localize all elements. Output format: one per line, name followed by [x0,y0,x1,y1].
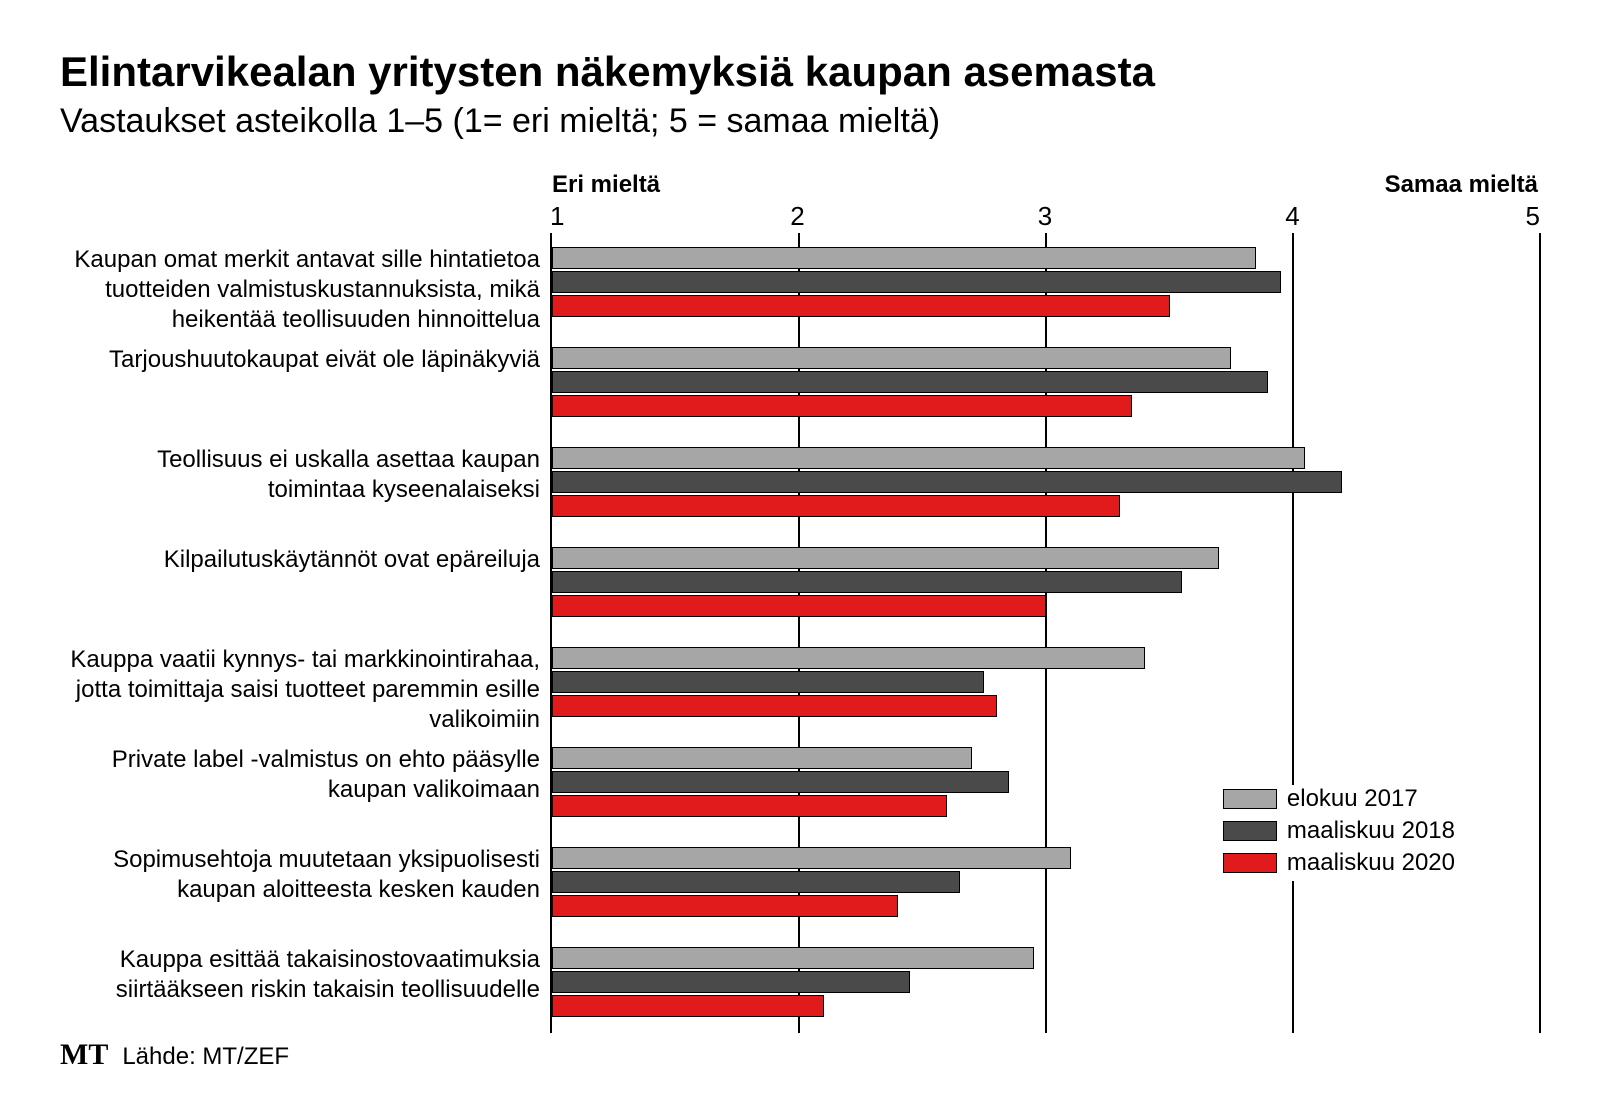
chart-subtitle: Vastaukset asteikolla 1–5 (1= eri mieltä… [60,102,1540,141]
bar [552,271,1281,293]
category-label: Tarjoushuutokaupat eivät ole läpinäkyviä [60,345,540,375]
bar [552,995,824,1017]
bar [552,471,1342,493]
category-label: Kauppa esittää takaisinostovaatimuksia s… [60,945,540,1005]
bar [552,771,1009,793]
bar [552,495,1120,517]
legend-swatch [1223,821,1277,841]
plot-column: Eri mieltä Samaa mieltä 1 2 3 4 5 elokuu 201… [550,171,1540,1035]
bar [552,447,1305,469]
bar [552,595,1046,617]
legend-item: elokuu 2017 [1223,785,1455,813]
category-label: Sopimusehtoja muutetaan yksipuolisesti k… [60,845,540,905]
gridline [1292,233,1294,1033]
bar [552,795,947,817]
plot-area: elokuu 2017 maaliskuu 2018 maaliskuu 2020 [550,233,1540,1033]
legend-item: maaliskuu 2018 [1223,817,1455,845]
axis-tick: 2 [790,201,804,232]
axis-tick: 4 [1285,201,1299,232]
legend-item: maaliskuu 2020 [1223,849,1455,877]
bar [552,547,1219,569]
bar [552,871,960,893]
axis-ticks: 1 2 3 4 5 [550,201,1540,233]
bar [552,571,1182,593]
bar [552,747,972,769]
axis-header: Eri mieltä Samaa mieltä [550,171,1540,199]
bar [552,295,1170,317]
legend: elokuu 2017 maaliskuu 2018 maaliskuu 2020 [1223,785,1455,881]
bar [552,371,1268,393]
gridline [1539,233,1541,1033]
bar [552,347,1231,369]
footer-source: Lähde: MT/ZEF [122,1043,289,1071]
chart-title: Elintarvikealan yritysten näkemyksiä kau… [60,48,1540,96]
axis-tick: 1 [550,201,564,232]
legend-swatch [1223,789,1277,809]
category-label: Kauppa vaatii kynnys- tai markkinointira… [60,645,540,735]
bar [552,947,1034,969]
axis-right-label: Samaa mieltä [1385,171,1538,199]
axis-left-label: Eri mieltä [552,171,660,199]
footer: MT Lähde: MT/ZEF [60,1038,289,1072]
footer-logo: MT [60,1038,108,1072]
legend-swatch [1223,853,1277,873]
category-label: Kilpailutuskäytännöt ovat epäreiluja [60,545,540,575]
legend-label: maaliskuu 2020 [1287,849,1455,877]
category-label: Teollisuus ei uskalla asettaa kaupan toi… [60,445,540,505]
axis-tick: 3 [1038,201,1052,232]
category-label: Kaupan omat merkit antavat sille hintati… [60,245,540,335]
bar [552,395,1132,417]
axis-tick: 5 [1526,201,1540,232]
legend-label: maaliskuu 2018 [1287,817,1455,845]
labels-column: Kaupan omat merkit antavat sille hintati… [60,171,550,1035]
bar [552,647,1145,669]
bar [552,695,997,717]
bar [552,895,898,917]
category-label: Private label -valmistus on ehto pääsyll… [60,745,540,805]
bar [552,847,1071,869]
bar [552,247,1256,269]
bar [552,971,910,993]
legend-label: elokuu 2017 [1287,785,1418,813]
chart-container: Kaupan omat merkit antavat sille hintati… [60,171,1540,1035]
bar [552,671,984,693]
